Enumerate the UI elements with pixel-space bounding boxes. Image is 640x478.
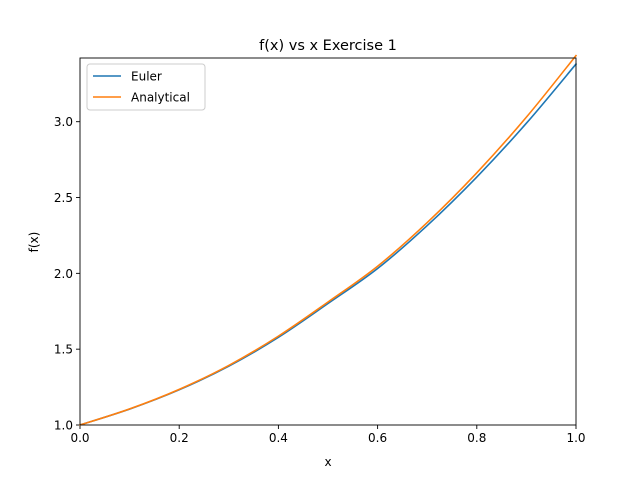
y-tick-label: 2.0 [54, 267, 73, 281]
y-tick-label: 2.5 [54, 191, 73, 205]
legend: Euler Analytical [86, 63, 206, 111]
chart-title: f(x) vs x Exercise 1 [259, 38, 397, 54]
series-lines [78, 54, 578, 427]
x-tick-label: 0.4 [269, 431, 288, 445]
legend-items: Euler Analytical [93, 70, 190, 105]
x-tick-label: 1.0 [566, 431, 585, 445]
legend-label-analytical: Analytical [131, 91, 190, 105]
y-axis-label: f(x) [27, 232, 41, 253]
x-axis-label: x [324, 455, 331, 469]
x-tick-label: 0.2 [170, 431, 189, 445]
series-line-euler [78, 62, 578, 427]
series-line-analytical [78, 54, 578, 427]
y-tick-label: 1.0 [54, 419, 73, 433]
x-tick-label: 0.0 [70, 431, 89, 445]
legend-label-euler: Euler [131, 70, 162, 84]
x-tick-label: 0.6 [368, 431, 387, 445]
axis-ticks: 0.0 0.2 0.4 0.6 0.8 1.0 1.0 1.5 2.0 2.5 3.0 [54, 115, 586, 445]
y-tick-label: 1.5 [54, 343, 73, 357]
x-tick-label: 0.8 [467, 431, 486, 445]
plot-area-frame [79, 57, 577, 426]
y-tick-label: 3.0 [54, 115, 73, 129]
